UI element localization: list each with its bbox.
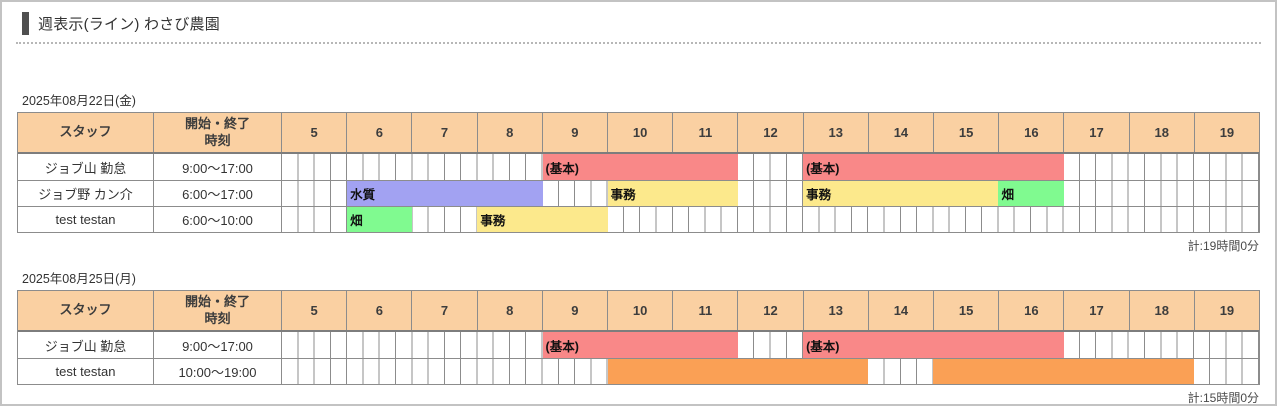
hour-header-14: 14 [869,113,935,152]
schedule-bar[interactable]: (基本) [542,154,738,180]
hour-header-13: 13 [804,291,869,330]
staff-name: test testan [18,207,154,232]
header-time-line1: 開始・終了 [184,294,250,310]
schedule-bar[interactable]: 水質 [347,181,543,206]
header-time: 開始・終了 時刻 [154,291,282,330]
schedule-days: 2025年08月22日(金) スタッフ 開始・終了 時刻 5 6 7 8 9 10 11 12… [17,90,1260,405]
shift-time: 9:00〜17:00 [154,332,282,358]
hour-header-11: 11 [673,291,739,330]
schedule-bar[interactable]: 事務 [477,207,608,232]
hour-header-9: 9 [543,113,609,152]
staff-name: ジョブ山 勤怠 [18,154,154,180]
shift-time: 6:00〜17:00 [154,181,282,206]
hour-header-6: 6 [347,113,413,152]
header-time-line2: 時刻 [204,310,231,326]
title-accent-bar [22,12,29,35]
schedule-bar[interactable] [607,359,869,384]
hour-header-16: 16 [999,291,1065,330]
hour-header-7: 7 [412,291,478,330]
timeline: (基本) (基本) [282,154,1259,180]
day-section: 2025年08月22日(金) スタッフ 開始・終了 時刻 5 6 7 8 9 10 11 12… [17,90,1260,254]
schedule-bar[interactable]: (基本) [803,332,1064,358]
hour-header-12: 12 [738,291,804,330]
hour-header-18: 18 [1130,291,1195,330]
total-label: 計:15時間0分 [1187,391,1259,405]
schedule-table: スタッフ 開始・終了 時刻 5 6 7 8 9 10 11 12 13 14 15 16 17 18 19 … [17,290,1260,385]
timeline: 水質 事務 事務畑 [282,181,1259,206]
schedule-bar[interactable]: 畑 [347,207,413,232]
hour-header-10: 10 [608,113,674,152]
staff-row: ジョブ野 カン介 6:00〜17:00 水質 事務 事務畑 [18,180,1259,206]
hour-header-7: 7 [412,113,478,152]
staff-name: ジョブ野 カン介 [18,181,154,206]
header-row: スタッフ 開始・終了 時刻 5 6 7 8 9 10 11 12 13 14 15 16 17 18 19 [18,291,1259,332]
shift-time: 9:00〜17:00 [154,154,282,180]
hour-header-16: 16 [999,113,1065,152]
hour-header-19: 19 [1219,125,1235,140]
schedule-bar[interactable]: 事務 [803,181,999,206]
hour-header-6: 6 [347,291,413,330]
date-label: 2025年08月25日(月) [22,272,136,286]
schedule-table: スタッフ 開始・終了 時刻 5 6 7 8 9 10 11 12 13 14 15 16 17 18 19 … [17,112,1260,233]
hour-header-14: 14 [869,291,935,330]
header-staff: スタッフ [18,113,154,152]
hour-header-5: 5 [282,291,348,330]
header-row: スタッフ 開始・終了 時刻 5 6 7 8 9 10 11 12 13 14 15 16 17 18 19 [18,113,1259,154]
hour-header-8: 8 [478,113,543,152]
day-section: 2025年08月25日(月) スタッフ 開始・終了 時刻 5 6 7 8 9 10 11 12… [17,268,1260,405]
hour-header-9: 9 [543,291,609,330]
shift-time: 6:00〜10:00 [154,207,282,232]
hour-header-12: 12 [738,113,804,152]
header-time: 開始・終了 時刻 [154,113,282,152]
title-divider [16,42,1261,44]
header-time-line1: 開始・終了 [184,116,250,132]
schedule-bar[interactable]: 事務 [607,181,738,206]
hour-header-19: 19 [1219,303,1235,318]
hour-header-11: 11 [673,113,739,152]
staff-row: ジョブ山 勤怠 9:00〜17:00 (基本) (基本) [18,332,1259,358]
hour-header-15: 15 [934,291,1000,330]
hour-header-10: 10 [608,291,674,330]
hour-header-18: 18 [1130,113,1195,152]
schedule-bar[interactable]: (基本) [803,154,1064,180]
staff-name: test testan [18,359,154,384]
hour-header-13: 13 [804,113,869,152]
timeline: 畑 事務 [282,207,1259,232]
header-staff: スタッフ [18,291,154,330]
timeline: (基本) (基本) [282,332,1259,358]
timeline [282,359,1259,384]
hour-header-5: 5 [282,113,348,152]
header-time-line2: 時刻 [204,132,231,148]
hour-header-17: 17 [1064,113,1130,152]
staff-name: ジョブ山 勤怠 [18,332,154,358]
title-bar: 週表示(ライン) わさび農園 [2,2,1275,35]
staff-row: ジョブ山 勤怠 9:00〜17:00 (基本) (基本) [18,154,1259,180]
total-label: 計:19時間0分 [1187,239,1259,253]
page-title: 週表示(ライン) わさび農園 [38,16,220,33]
hour-header-17: 17 [1064,291,1130,330]
hour-header-8: 8 [478,291,543,330]
staff-row: test testan 6:00〜10:00 畑 事務 [18,206,1259,232]
staff-row: test testan 10:00〜19:00 [18,358,1259,384]
hour-header-15: 15 [934,113,1000,152]
shift-time: 10:00〜19:00 [154,359,282,384]
schedule-bar[interactable]: (基本) [542,332,738,358]
date-label: 2025年08月22日(金) [22,94,136,108]
schedule-bar[interactable] [933,359,1194,384]
schedule-bar[interactable]: 畑 [998,181,1064,206]
